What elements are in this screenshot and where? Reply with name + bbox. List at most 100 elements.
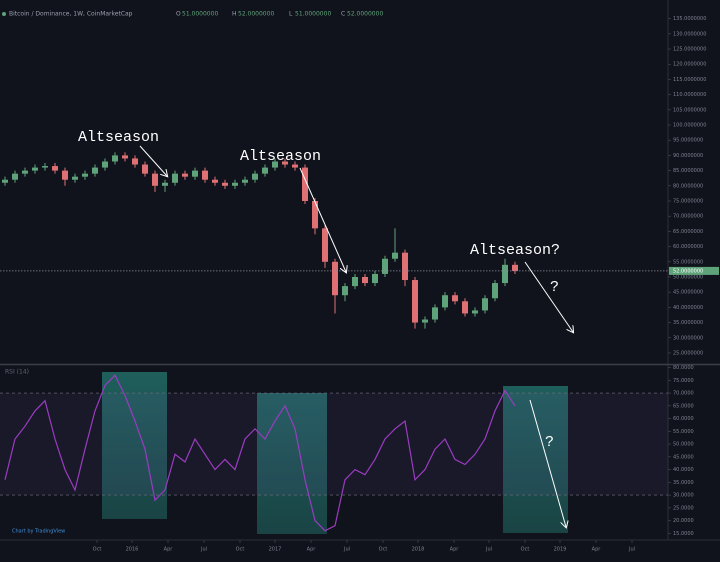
candle-body: [122, 155, 128, 159]
candle-body: [362, 276, 368, 284]
candle-body: [142, 164, 148, 174]
candle-body: [322, 228, 328, 262]
watermark: Chart by TradingView: [12, 529, 65, 535]
y-tick-label: 75.0000: [673, 378, 694, 384]
candle-body: [2, 179, 8, 183]
x-tick-label: 2019: [554, 547, 567, 553]
candle-body: [462, 301, 468, 314]
y-tick-label: 55.0000: [673, 429, 694, 435]
y-tick-label: 80.0000: [673, 365, 694, 371]
candle-body: [292, 164, 298, 168]
arrow: [139, 145, 167, 176]
candle-body: [182, 173, 188, 177]
x-tick-label: Apr: [450, 547, 460, 553]
x-tick-label: 2016: [126, 547, 139, 553]
candle-body: [342, 286, 348, 296]
candle-body: [382, 258, 388, 274]
candle-body: [22, 170, 28, 174]
candle-body: [302, 167, 308, 202]
arrow: [529, 399, 566, 527]
annotation: ?: [550, 279, 559, 296]
candle-body: [282, 161, 288, 165]
y-tick-label: 25.0000000: [673, 350, 703, 356]
candle-body: [82, 173, 88, 177]
y-tick-label: 35.0000: [673, 480, 694, 486]
y-tick-label: 95.0000000: [673, 138, 703, 144]
y-tick-label: 15.0000: [673, 531, 694, 537]
x-tick-label: Jul: [200, 547, 207, 553]
candle-body: [352, 276, 358, 287]
last-price-tag: [669, 266, 719, 275]
last-price-label: 52.0000000: [673, 268, 703, 274]
y-tick-label: 20.0000: [673, 518, 694, 524]
x-tick-label: Apr: [164, 547, 174, 553]
status-dot: [2, 12, 6, 16]
rsi-band: [0, 393, 668, 496]
annotation: Altseason: [240, 148, 321, 165]
candle-body: [52, 166, 58, 171]
highlight-box: [257, 393, 327, 534]
candle-body: [192, 170, 198, 177]
ohlc-key: H: [232, 11, 237, 18]
candle-body: [172, 173, 178, 183]
ohlc-key: C: [341, 11, 345, 18]
candle-body: [452, 295, 458, 302]
candle-body: [132, 158, 138, 165]
arrow: [524, 261, 573, 332]
candle-body: [252, 173, 258, 180]
annotation: Altseason?: [470, 242, 560, 259]
x-tick-label: Oct: [93, 547, 102, 553]
ohlc-value: 51.0000000: [182, 11, 218, 18]
y-tick-label: 70.0000: [673, 391, 694, 397]
y-tick-label: 35.0000000: [673, 320, 703, 326]
y-tick-label: 50.0000: [673, 442, 694, 448]
candle-body: [222, 182, 228, 186]
candle-body: [32, 167, 38, 171]
candle-body: [512, 264, 518, 271]
candle-body: [492, 283, 498, 299]
x-tick-label: Jul: [343, 547, 350, 553]
header: Bitcoin / Dominance, 1W, CoinMarketCap O…: [2, 11, 383, 18]
x-tick-label: Oct: [379, 547, 388, 553]
candle-body: [502, 264, 508, 284]
y-tick-label: 65.0000: [673, 403, 694, 409]
candle-body: [422, 319, 428, 323]
y-tick-label: 60.0000: [673, 416, 694, 422]
y-tick-label: 105.0000000: [673, 107, 706, 113]
candle-body: [242, 179, 248, 183]
candle-body: [312, 201, 318, 229]
arrow: [299, 167, 346, 272]
candle-body: [472, 310, 478, 314]
y-tick-label: 135.0000000: [673, 16, 706, 22]
x-tick-label: Jul: [485, 547, 492, 553]
y-tick-label: 125.0000000: [673, 47, 706, 53]
ohlc-key: L: [289, 11, 293, 18]
y-tick-label: 50.0000000: [673, 274, 703, 280]
y-tick-label: 60.0000000: [673, 244, 703, 250]
candle-body: [412, 280, 418, 323]
y-tick-label: 110.0000000: [673, 92, 706, 98]
x-tick-label: Oct: [236, 547, 245, 553]
candle-body: [152, 173, 158, 186]
y-tick-label: 85.0000000: [673, 168, 703, 174]
indicator-title: RSI (14): [5, 369, 29, 376]
x-tick-label: 2018: [412, 547, 425, 553]
candle-body: [432, 307, 438, 320]
x-tick-label: Apr: [307, 547, 317, 553]
ohlc-value: 52.0000000: [347, 11, 383, 18]
candle-body: [232, 182, 238, 186]
highlight-box: [503, 386, 568, 533]
candle-body: [372, 273, 378, 284]
candle-body: [262, 167, 268, 174]
highlights: [102, 372, 568, 534]
candle-body: [272, 161, 278, 168]
candle-body: [162, 182, 168, 186]
y-tick-label: 100.0000000: [673, 123, 706, 129]
ohlc-key: O: [176, 11, 181, 18]
y-tick-label: 115.0000000: [673, 77, 706, 83]
y-tick-label: 120.0000000: [673, 62, 706, 68]
y-tick-label: 40.0000000: [673, 305, 703, 311]
candle-body: [212, 179, 218, 183]
candle-body: [12, 173, 18, 180]
